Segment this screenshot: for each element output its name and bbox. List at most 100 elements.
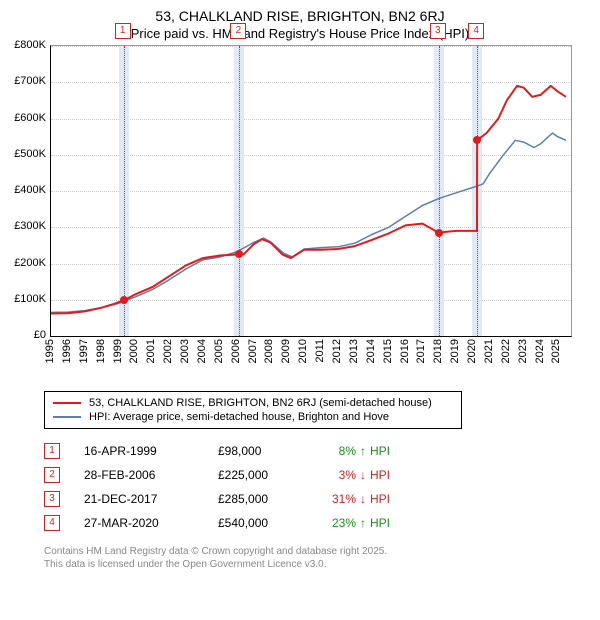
legend-swatch: [53, 416, 81, 418]
event-pct: 23%: [322, 516, 356, 530]
x-axis-label: 2005: [213, 339, 225, 363]
x-axis-label: 2008: [263, 339, 275, 363]
x-axis-label: 2003: [179, 339, 191, 363]
plot-area: [50, 45, 572, 337]
x-axis-label: 2022: [500, 339, 512, 363]
chart-area: £0£100K£200K£300K£400K£500K£600K£700K£80…: [8, 45, 578, 385]
x-axis-label: 2016: [399, 339, 411, 363]
x-axis-label: 2017: [415, 339, 427, 363]
legend-label: 53, CHALKLAND RISE, BRIGHTON, BN2 6RJ (s…: [89, 397, 432, 409]
x-axis-label: 2006: [230, 339, 242, 363]
event-suffix: HPI: [370, 468, 390, 482]
y-axis-label: £600K: [8, 112, 46, 124]
marker-box: 1: [115, 23, 131, 39]
x-axis-label: 2019: [449, 339, 461, 363]
legend-label: HPI: Average price, semi-detached house,…: [89, 411, 389, 423]
event-suffix: HPI: [370, 516, 390, 530]
x-axis-label: 2001: [145, 339, 157, 363]
x-axis-label: 1998: [95, 339, 107, 363]
y-axis-label: £700K: [8, 75, 46, 87]
y-axis-label: £100K: [8, 293, 46, 305]
x-axis-label: 2011: [314, 339, 326, 363]
x-axis-label: 2013: [348, 339, 360, 363]
marker-box: 3: [430, 23, 446, 39]
x-axis-label: 2024: [534, 339, 546, 363]
x-axis-label: 2004: [196, 339, 208, 363]
x-axis-label: 2015: [382, 339, 394, 363]
y-axis-label: £0: [8, 329, 46, 341]
event-index-box: 2: [44, 467, 60, 483]
event-row: 3 21-DEC-2017 £285,000 31% ↓ HPI: [44, 487, 600, 511]
arrow-up-icon: ↑: [360, 516, 366, 530]
legend-swatch: [53, 402, 81, 404]
y-axis-label: £300K: [8, 220, 46, 232]
x-axis-label: 1996: [61, 339, 73, 363]
x-axis-label: 2021: [483, 339, 495, 363]
sale-dot: [235, 250, 243, 258]
event-price: £285,000: [218, 492, 298, 506]
x-axis-label: 2007: [247, 339, 259, 363]
event-diff: 23% ↑ HPI: [322, 516, 390, 530]
event-index-box: 4: [44, 515, 60, 531]
arrow-down-icon: ↓: [360, 468, 366, 482]
y-axis-label: £200K: [8, 257, 46, 269]
legend: 53, CHALKLAND RISE, BRIGHTON, BN2 6RJ (s…: [44, 391, 462, 429]
event-diff: 3% ↓ HPI: [322, 468, 390, 482]
x-axis-label: 1995: [44, 339, 56, 363]
chart-subtitle: Price paid vs. HM Land Registry's House …: [0, 26, 600, 41]
event-pct: 3%: [322, 468, 356, 482]
legend-row: HPI: Average price, semi-detached house,…: [53, 410, 453, 424]
event-date: 16-APR-1999: [84, 444, 194, 458]
marker-box: 4: [468, 23, 484, 39]
event-index-box: 1: [44, 443, 60, 459]
x-axis-label: 2002: [162, 339, 174, 363]
sale-dot: [120, 296, 128, 304]
arrow-down-icon: ↓: [360, 492, 366, 506]
title-block: 53, CHALKLAND RISE, BRIGHTON, BN2 6RJ Pr…: [0, 0, 600, 45]
event-price: £225,000: [218, 468, 298, 482]
series-property: [51, 86, 566, 314]
event-row: 2 28-FEB-2006 £225,000 3% ↓ HPI: [44, 463, 600, 487]
sale-dot: [473, 136, 481, 144]
x-axis-label: 2018: [432, 339, 444, 363]
chart-container: 53, CHALKLAND RISE, BRIGHTON, BN2 6RJ Pr…: [0, 0, 600, 571]
attribution: Contains HM Land Registry data © Crown c…: [44, 545, 600, 571]
x-axis-label: 2012: [331, 339, 343, 363]
sale-dot: [435, 229, 443, 237]
x-axis-label: 2023: [517, 339, 529, 363]
event-date: 21-DEC-2017: [84, 492, 194, 506]
x-axis-label: 2000: [128, 339, 140, 363]
y-axis-label: £400K: [8, 184, 46, 196]
legend-row: 53, CHALKLAND RISE, BRIGHTON, BN2 6RJ (s…: [53, 396, 453, 410]
event-row: 1 16-APR-1999 £98,000 8% ↑ HPI: [44, 439, 600, 463]
attribution-line1: Contains HM Land Registry data © Crown c…: [44, 545, 600, 558]
x-axis-label: 2010: [297, 339, 309, 363]
event-price: £98,000: [218, 444, 298, 458]
series-svg: [51, 46, 571, 336]
arrow-up-icon: ↑: [360, 444, 366, 458]
x-axis-label: 2009: [280, 339, 292, 363]
event-price: £540,000: [218, 516, 298, 530]
event-diff: 31% ↓ HPI: [322, 492, 390, 506]
event-pct: 8%: [322, 444, 356, 458]
y-axis-label: £800K: [8, 39, 46, 51]
x-axis-label: 1999: [112, 339, 124, 363]
event-diff: 8% ↑ HPI: [322, 444, 390, 458]
x-axis-label: 2025: [550, 339, 562, 363]
event-date: 28-FEB-2006: [84, 468, 194, 482]
attribution-line2: This data is licensed under the Open Gov…: [44, 558, 600, 571]
event-suffix: HPI: [370, 492, 390, 506]
marker-box: 2: [230, 23, 246, 39]
y-axis-label: £500K: [8, 148, 46, 160]
event-date: 27-MAR-2020: [84, 516, 194, 530]
event-index-box: 3: [44, 491, 60, 507]
x-axis-label: 1997: [78, 339, 90, 363]
events-table: 1 16-APR-1999 £98,000 8% ↑ HPI 2 28-FEB-2006 £22…: [44, 439, 600, 535]
event-suffix: HPI: [370, 444, 390, 458]
x-axis-label: 2014: [365, 339, 377, 363]
x-axis-label: 2020: [466, 339, 478, 363]
series-hpi: [51, 133, 566, 312]
event-row: 4 27-MAR-2020 £540,000 23% ↑ HPI: [44, 511, 600, 535]
event-pct: 31%: [322, 492, 356, 506]
chart-title: 53, CHALKLAND RISE, BRIGHTON, BN2 6RJ: [0, 8, 600, 24]
